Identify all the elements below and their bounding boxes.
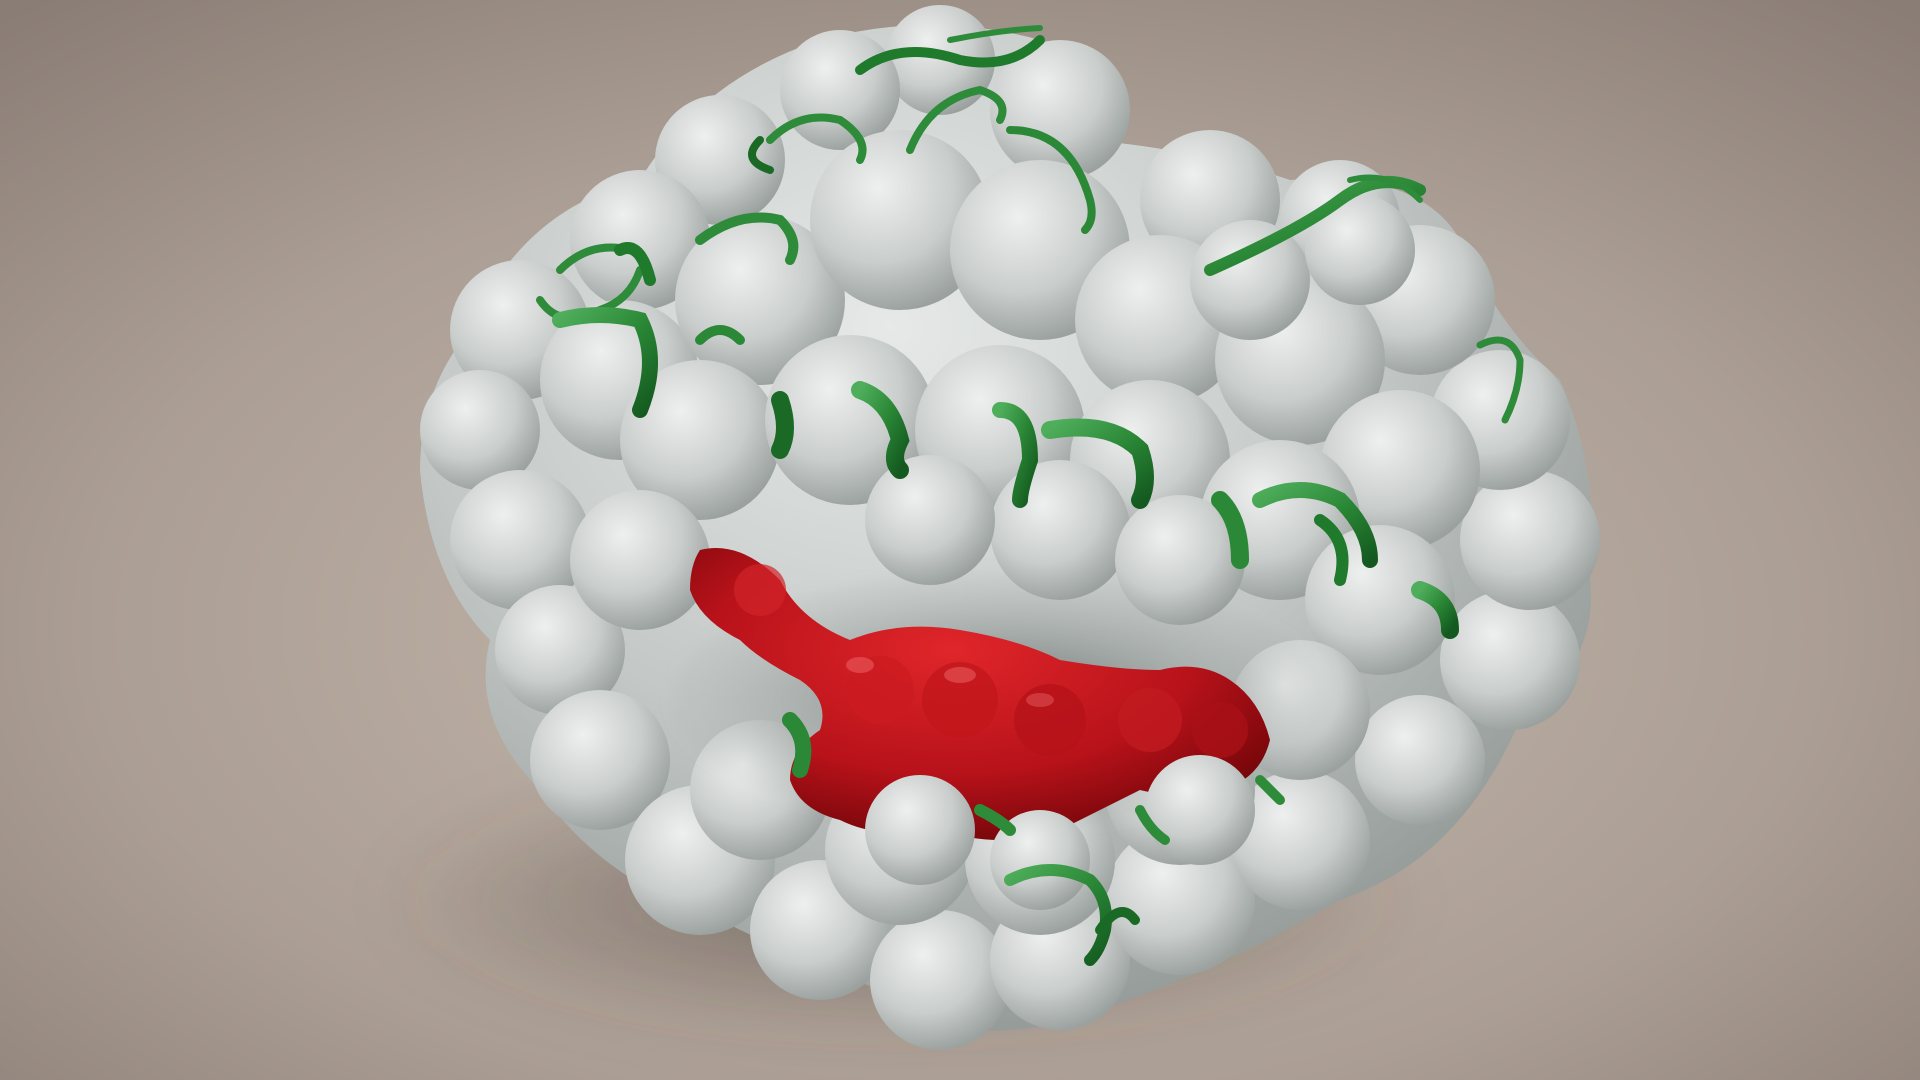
secondary-structure-ribbons: [536, 25, 1524, 966]
bound-ligand: [690, 548, 1270, 840]
